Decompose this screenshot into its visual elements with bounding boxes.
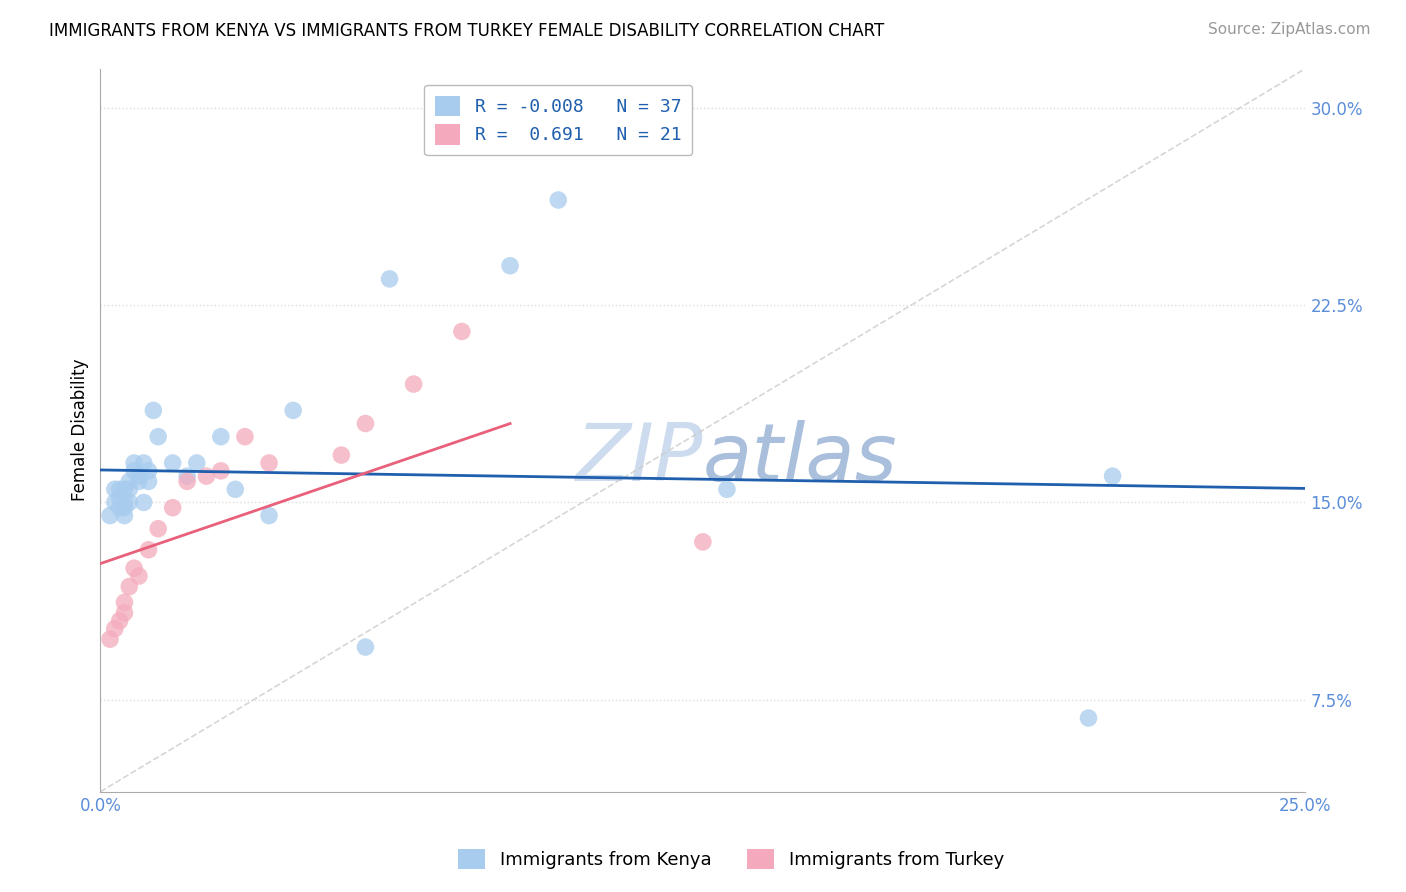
Point [118, 580, 141, 594]
Point [378, 272, 401, 286]
Text: ZIP: ZIP [575, 420, 703, 498]
Point [108, 490, 131, 504]
Point [209, 430, 232, 444]
Point [162, 500, 184, 515]
Point [138, 542, 160, 557]
Point [104, 622, 127, 636]
Point [114, 606, 136, 620]
Point [1077, 711, 1099, 725]
Point [114, 483, 136, 497]
Point [122, 464, 145, 478]
Point [118, 475, 141, 489]
Point [354, 640, 377, 654]
Point [114, 508, 136, 523]
Point [195, 469, 218, 483]
Point [716, 483, 738, 497]
Point [1101, 469, 1123, 483]
Point [108, 483, 131, 497]
Point [186, 456, 208, 470]
Point [224, 483, 246, 497]
Point [98, 508, 121, 523]
Point [547, 193, 569, 207]
Point [148, 522, 170, 536]
Text: IMMIGRANTS FROM KENYA VS IMMIGRANTS FROM TURKEY FEMALE DISABILITY CORRELATION CH: IMMIGRANTS FROM KENYA VS IMMIGRANTS FROM… [49, 22, 884, 40]
Point [122, 456, 145, 470]
Point [108, 614, 131, 628]
Point [257, 456, 280, 470]
Point [128, 469, 150, 483]
Point [138, 475, 160, 489]
Point [283, 403, 305, 417]
Point [108, 500, 131, 515]
Point [176, 469, 198, 483]
Text: Source: ZipAtlas.com: Source: ZipAtlas.com [1208, 22, 1371, 37]
Legend: Immigrants from Kenya, Immigrants from Turkey: Immigrants from Kenya, Immigrants from T… [449, 839, 1014, 879]
Point [142, 403, 165, 417]
Point [104, 483, 127, 497]
Point [118, 495, 141, 509]
Point [138, 464, 160, 478]
Point [122, 561, 145, 575]
Point [162, 456, 184, 470]
Point [499, 259, 522, 273]
Text: atlas: atlas [703, 420, 897, 498]
Point [98, 632, 121, 647]
Point [450, 325, 472, 339]
Point [114, 500, 136, 515]
Legend: R = -0.008   N = 37, R =  0.691   N = 21: R = -0.008 N = 37, R = 0.691 N = 21 [425, 85, 692, 155]
Point [114, 495, 136, 509]
Point [148, 430, 170, 444]
Point [118, 483, 141, 497]
Y-axis label: Female Disability: Female Disability [72, 359, 89, 501]
Point [354, 417, 377, 431]
Point [104, 495, 127, 509]
Point [132, 456, 155, 470]
Point [114, 595, 136, 609]
Point [132, 495, 155, 509]
Point [330, 448, 353, 462]
Point [233, 430, 256, 444]
Point [128, 475, 150, 489]
Point [692, 534, 714, 549]
Point [257, 508, 280, 523]
Point [209, 464, 232, 478]
Point [402, 377, 425, 392]
Point [176, 475, 198, 489]
Point [128, 569, 150, 583]
